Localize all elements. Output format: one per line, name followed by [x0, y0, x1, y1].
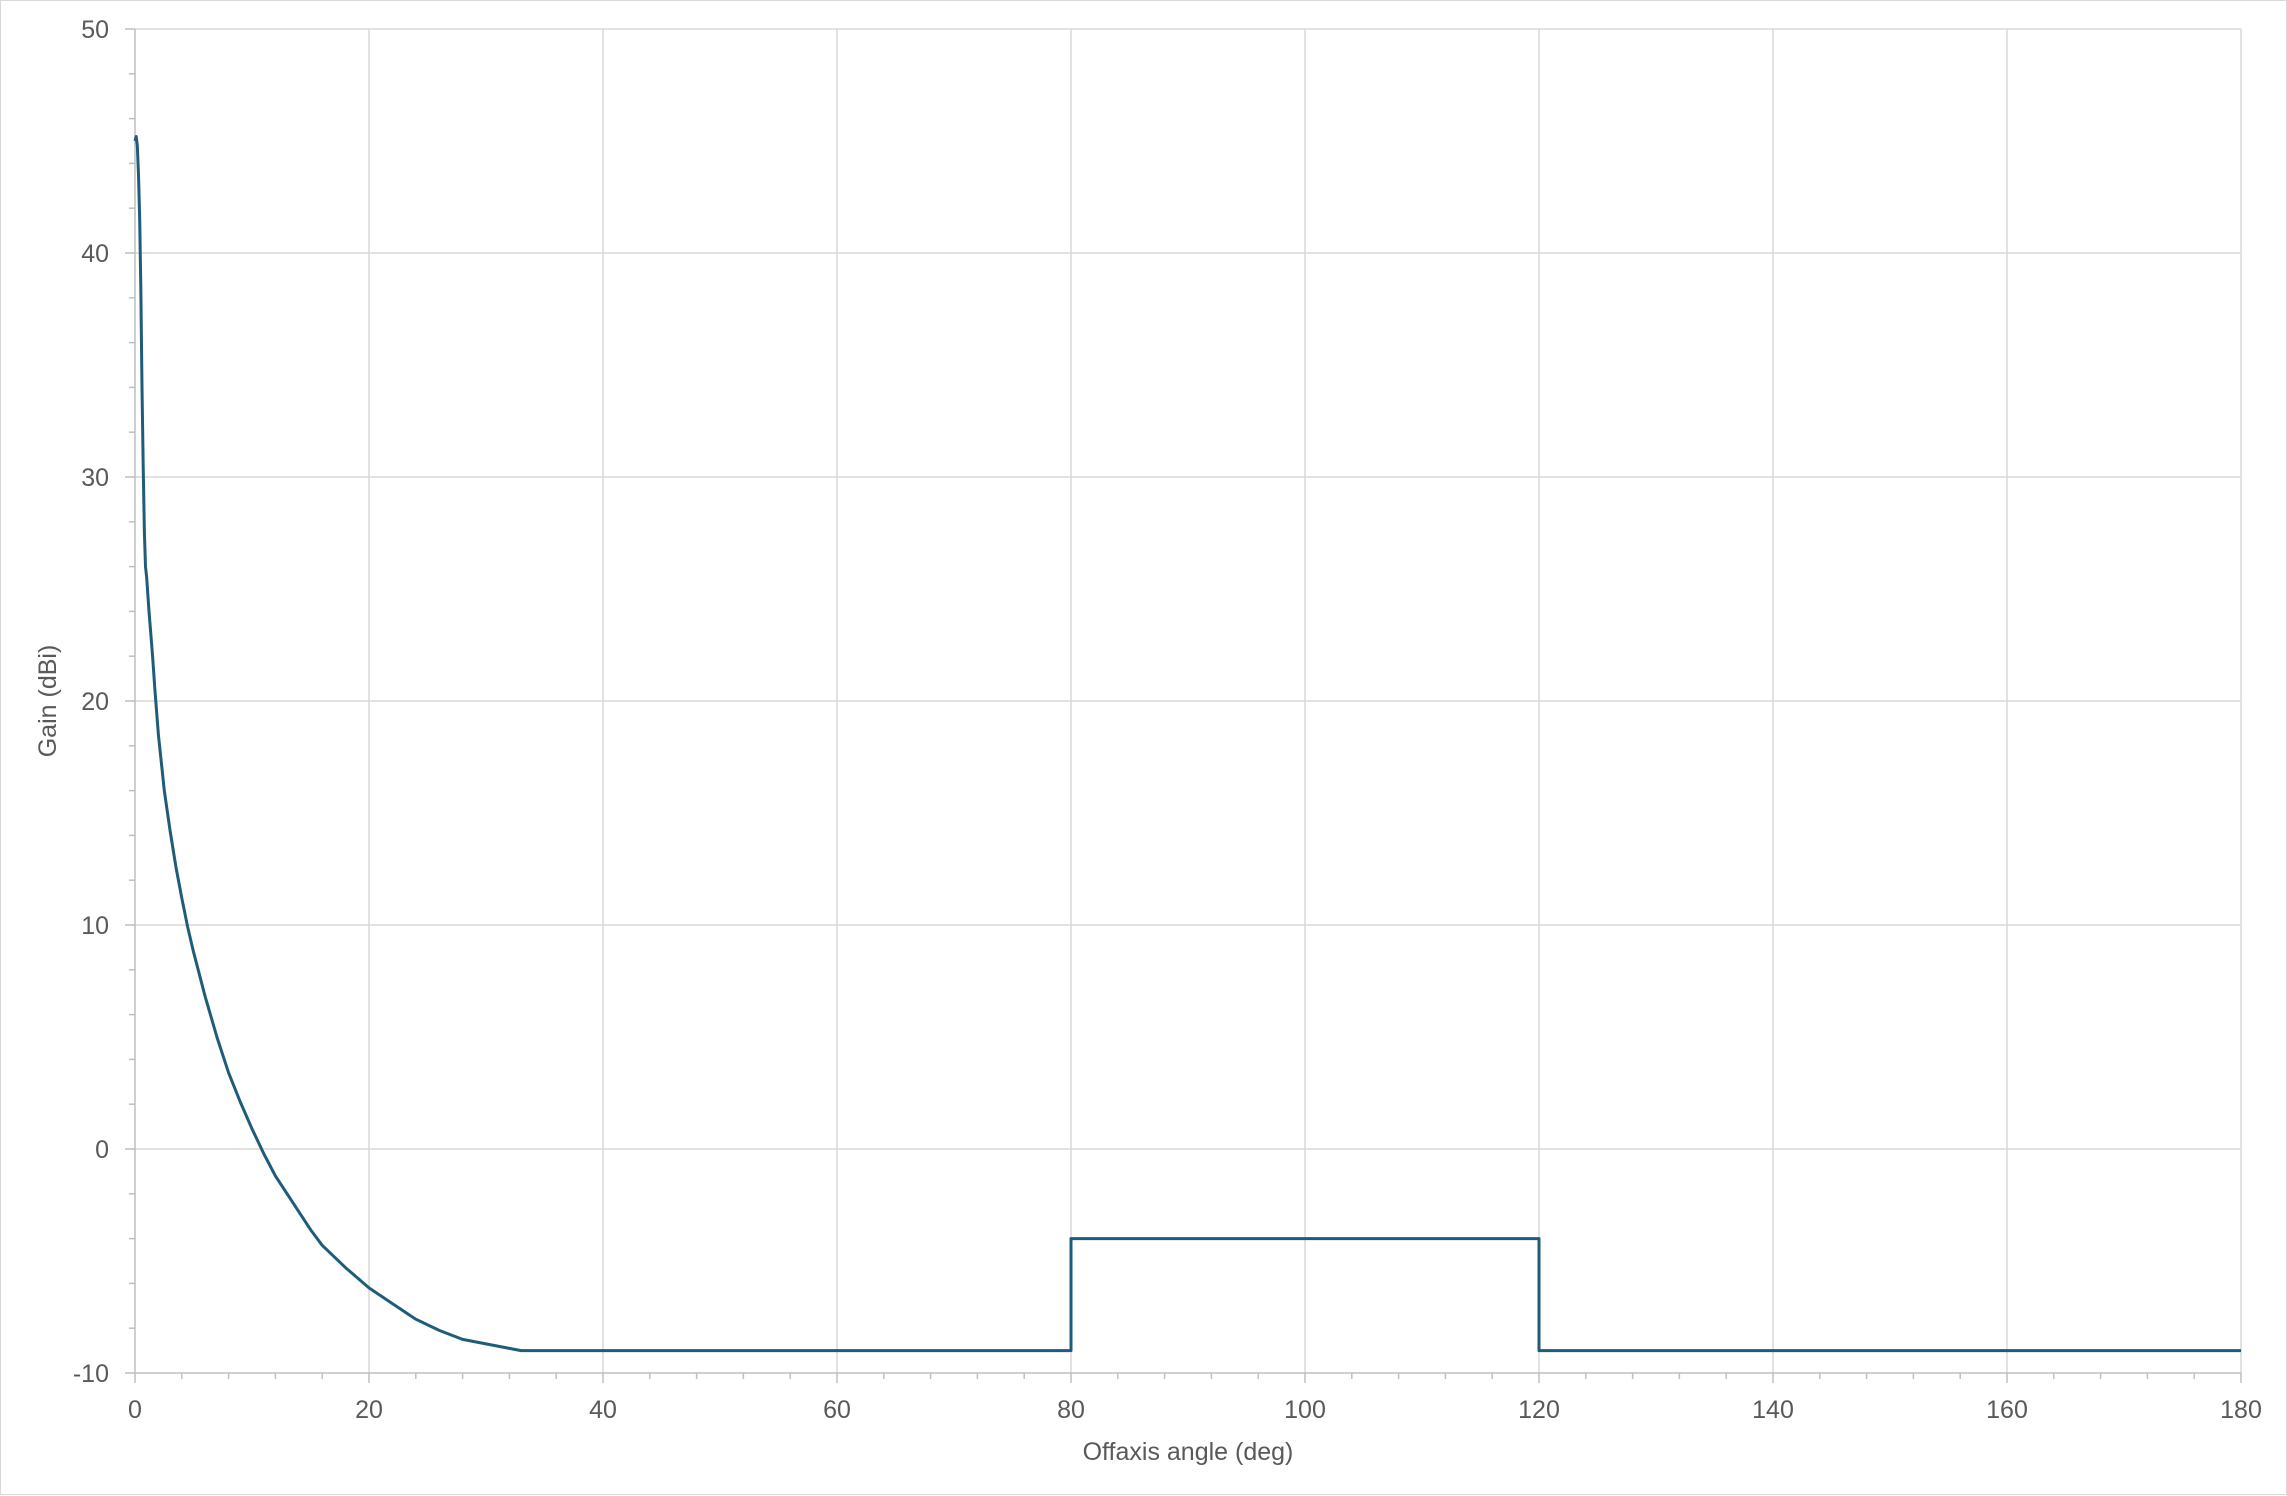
x-axis-title: Offaxis angle (deg)	[1083, 1438, 1294, 1466]
y-tick-label-0: 0	[95, 1136, 109, 1164]
x-tick-label-80: 80	[1057, 1396, 1085, 1424]
x-tick-label-100: 100	[1284, 1396, 1326, 1424]
x-tick-label-20: 20	[355, 1396, 383, 1424]
x-tick-label-160: 160	[1986, 1396, 2028, 1424]
y-tick-labels: -10 0 10 20 30 40 50	[73, 16, 109, 1388]
y-tick-label--10: -10	[73, 1360, 109, 1388]
series-line-0	[133, 135, 2241, 1353]
x-tick-label-40: 40	[589, 1396, 617, 1424]
series-layer	[133, 135, 2241, 1353]
y-tick-label-40: 40	[81, 240, 109, 268]
y-tick-label-10: 10	[81, 912, 109, 940]
y-axis-title: Gain (dBi)	[34, 645, 62, 758]
x-tick-label-180: 180	[2220, 1396, 2262, 1424]
y-tick-label-20: 20	[81, 688, 109, 716]
x-tick-labels: 0 20 40 60 80 100 120 140 160 180	[128, 1396, 2262, 1424]
y-tick-label-30: 30	[81, 464, 109, 492]
x-tick-label-0: 0	[128, 1396, 142, 1424]
x-tick-label-140: 140	[1752, 1396, 1794, 1424]
x-tick-label-120: 120	[1518, 1396, 1560, 1424]
y-tick-label-50: 50	[81, 16, 109, 44]
x-tick-label-60: 60	[823, 1396, 851, 1424]
gridlines	[135, 28, 2242, 1373]
tick-marks	[125, 28, 2242, 1383]
